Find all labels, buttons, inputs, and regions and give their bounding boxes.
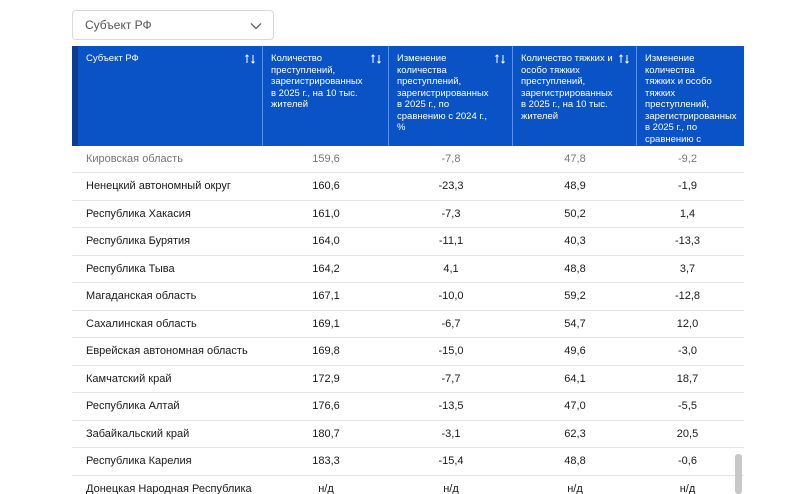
- table-row: Республика Тыва 164,2 4,1 48,8 3,7: [72, 256, 744, 283]
- row-value: 164,0: [312, 235, 340, 248]
- row-value: -13,5: [438, 400, 464, 413]
- row-value: н/д: [567, 482, 583, 494]
- header-grave-change[interactable]: Изменение количества тяжких и особо тяжк…: [637, 46, 738, 156]
- row-value: н/д: [318, 482, 334, 494]
- row-subject-name: Республика Бурятия: [86, 235, 191, 248]
- row-value: н/д: [443, 482, 459, 494]
- row-subject-name: Камчатский край: [86, 372, 172, 385]
- row-value: -7,8: [441, 153, 461, 165]
- row-subject-name: Забайкальский край: [86, 427, 190, 440]
- header-grave-count-label: Количество тяжких и особо тяжких преступ…: [521, 53, 613, 122]
- header-grave-change-label: Изменение количества тяжких и особо тяжк…: [645, 53, 737, 156]
- row-value: -1,9: [678, 180, 697, 193]
- header-crimes-change[interactable]: Изменение количества преступлений, зарег…: [389, 46, 513, 146]
- table-row: Еврейская автономная область 169,8 -15,0 49…: [72, 338, 744, 366]
- row-value: 20,5: [676, 427, 699, 440]
- sort-icon[interactable]: [370, 53, 382, 65]
- row-value: -6,7: [441, 317, 461, 330]
- sort-icon[interactable]: [618, 53, 630, 65]
- row-value: 4,1: [443, 262, 459, 275]
- subject-filter-label: Субъект РФ: [85, 18, 152, 32]
- header-crimes-change-label: Изменение количества преступлений, зарег…: [397, 53, 489, 133]
- row-value: 49,6: [564, 345, 586, 358]
- header-crimes-count[interactable]: Количество преступлений, зарегистрирован…: [263, 46, 389, 146]
- row-value: -15,0: [438, 345, 464, 358]
- row-value: 169,8: [312, 345, 340, 358]
- row-value: 1,4: [679, 207, 696, 220]
- row-value: 161,0: [312, 207, 340, 220]
- crime-stats-table: Субъект РФ Количество преступлений, заре…: [72, 46, 744, 494]
- table-row: Республика Бурятия 164,0 -11,1 40,3 -13,3: [72, 228, 744, 256]
- row-value: 40,3: [564, 235, 586, 248]
- row-subject-name: Ненецкий автономный округ: [86, 180, 231, 193]
- row-value: 62,3: [564, 427, 586, 440]
- row-value: 18,7: [676, 372, 699, 385]
- row-value: 12,0: [676, 317, 699, 330]
- row-value: 167,1: [312, 290, 340, 303]
- row-subject-name: Республика Алтай: [86, 400, 180, 413]
- row-value: -15,4: [438, 455, 464, 468]
- row-value: 160,6: [312, 180, 340, 193]
- row-value: 54,7: [564, 317, 586, 330]
- table-row: Донецкая Народная Республика н/д н/д н/д н/д: [72, 476, 744, 494]
- header-grave-count[interactable]: Количество тяжких и особо тяжких преступ…: [513, 46, 637, 146]
- table-row: Камчатский край 172,9 -7,7 64,1 18,7: [72, 366, 744, 393]
- table-body: Кировская область 159,6 -7,8 47,8 -9,2 Ненецк…: [72, 146, 744, 494]
- row-value: 64,1: [564, 372, 586, 385]
- row-value: -10,0: [438, 290, 464, 303]
- table-header: Субъект РФ Количество преступлений, заре…: [72, 46, 744, 156]
- row-value: 183,3: [312, 455, 340, 468]
- row-value: 48,8: [564, 262, 586, 275]
- row-value: 50,2: [564, 207, 586, 220]
- row-subject-name: Республика Хакасия: [86, 207, 191, 220]
- row-subject-name: Республика Карелия: [86, 455, 192, 468]
- row-value: 164,2: [312, 262, 340, 275]
- row-value: 159,6: [312, 153, 340, 165]
- row-subject-name: Магаданская область: [86, 290, 197, 303]
- row-subject-name: Донецкая Народная Республика: [86, 482, 252, 494]
- row-value: -5,5: [678, 400, 697, 413]
- table-row: Сахалинская область 169,1 -6,7 54,7 12,0: [72, 311, 744, 338]
- row-value: 176,6: [312, 400, 340, 413]
- row-value: -13,3: [674, 235, 701, 248]
- row-subject-name: Кировская область: [86, 153, 183, 165]
- row-value: 180,7: [312, 427, 340, 440]
- row-value: 59,2: [564, 290, 586, 303]
- row-value: -12,8: [674, 290, 701, 303]
- row-value: -3,1: [441, 427, 461, 440]
- chevron-down-icon: [250, 23, 262, 30]
- row-subject-name: Сахалинская область: [86, 317, 197, 330]
- row-value: -7,3: [441, 207, 461, 220]
- row-subject-name: Республика Тыва: [86, 262, 175, 275]
- sort-icon[interactable]: [494, 53, 506, 65]
- table-row: Республика Алтай 176,6 -13,5 47,0 -5,5: [72, 393, 744, 421]
- row-value: н/д: [679, 482, 696, 494]
- scrollbar-thumb[interactable]: [735, 454, 742, 494]
- row-value: 169,1: [312, 317, 340, 330]
- table-row: Магаданская область 167,1 -10,0 59,2 -12,8: [72, 283, 744, 311]
- table-row: Республика Хакасия 161,0 -7,3 50,2 1,4: [72, 201, 744, 228]
- row-value: 172,9: [312, 372, 340, 385]
- header-subject[interactable]: Субъект РФ: [78, 46, 263, 146]
- row-value: -7,7: [441, 372, 461, 385]
- row-value: -23,3: [438, 180, 464, 193]
- table-row: Республика Карелия 183,3 -15,4 48,8 -0,6: [72, 448, 744, 476]
- header-subject-label: Субъект РФ: [86, 53, 139, 64]
- table-row: Кировская область 159,6 -7,8 47,8 -9,2: [72, 146, 744, 173]
- table-row: Забайкальский край 180,7 -3,1 62,3 20,5: [72, 421, 744, 448]
- row-value: -9,2: [678, 153, 697, 165]
- row-value: 47,0: [564, 400, 586, 413]
- row-subject-name: Еврейская автономная область: [86, 345, 248, 358]
- sort-icon[interactable]: [244, 53, 256, 65]
- table-row: Ненецкий автономный округ 160,6 -23,3 48,9 -…: [72, 173, 744, 201]
- subject-filter-dropdown[interactable]: Субъект РФ: [72, 10, 274, 40]
- row-value: -3,0: [678, 345, 697, 358]
- row-value: 47,8: [564, 153, 586, 165]
- header-crimes-count-label: Количество преступлений, зарегистрирован…: [271, 53, 363, 110]
- row-value: 48,9: [564, 180, 586, 193]
- row-value: -0,6: [678, 455, 697, 468]
- row-value: -11,1: [438, 235, 464, 248]
- row-value: 3,7: [679, 262, 696, 275]
- row-value: 48,8: [564, 455, 586, 468]
